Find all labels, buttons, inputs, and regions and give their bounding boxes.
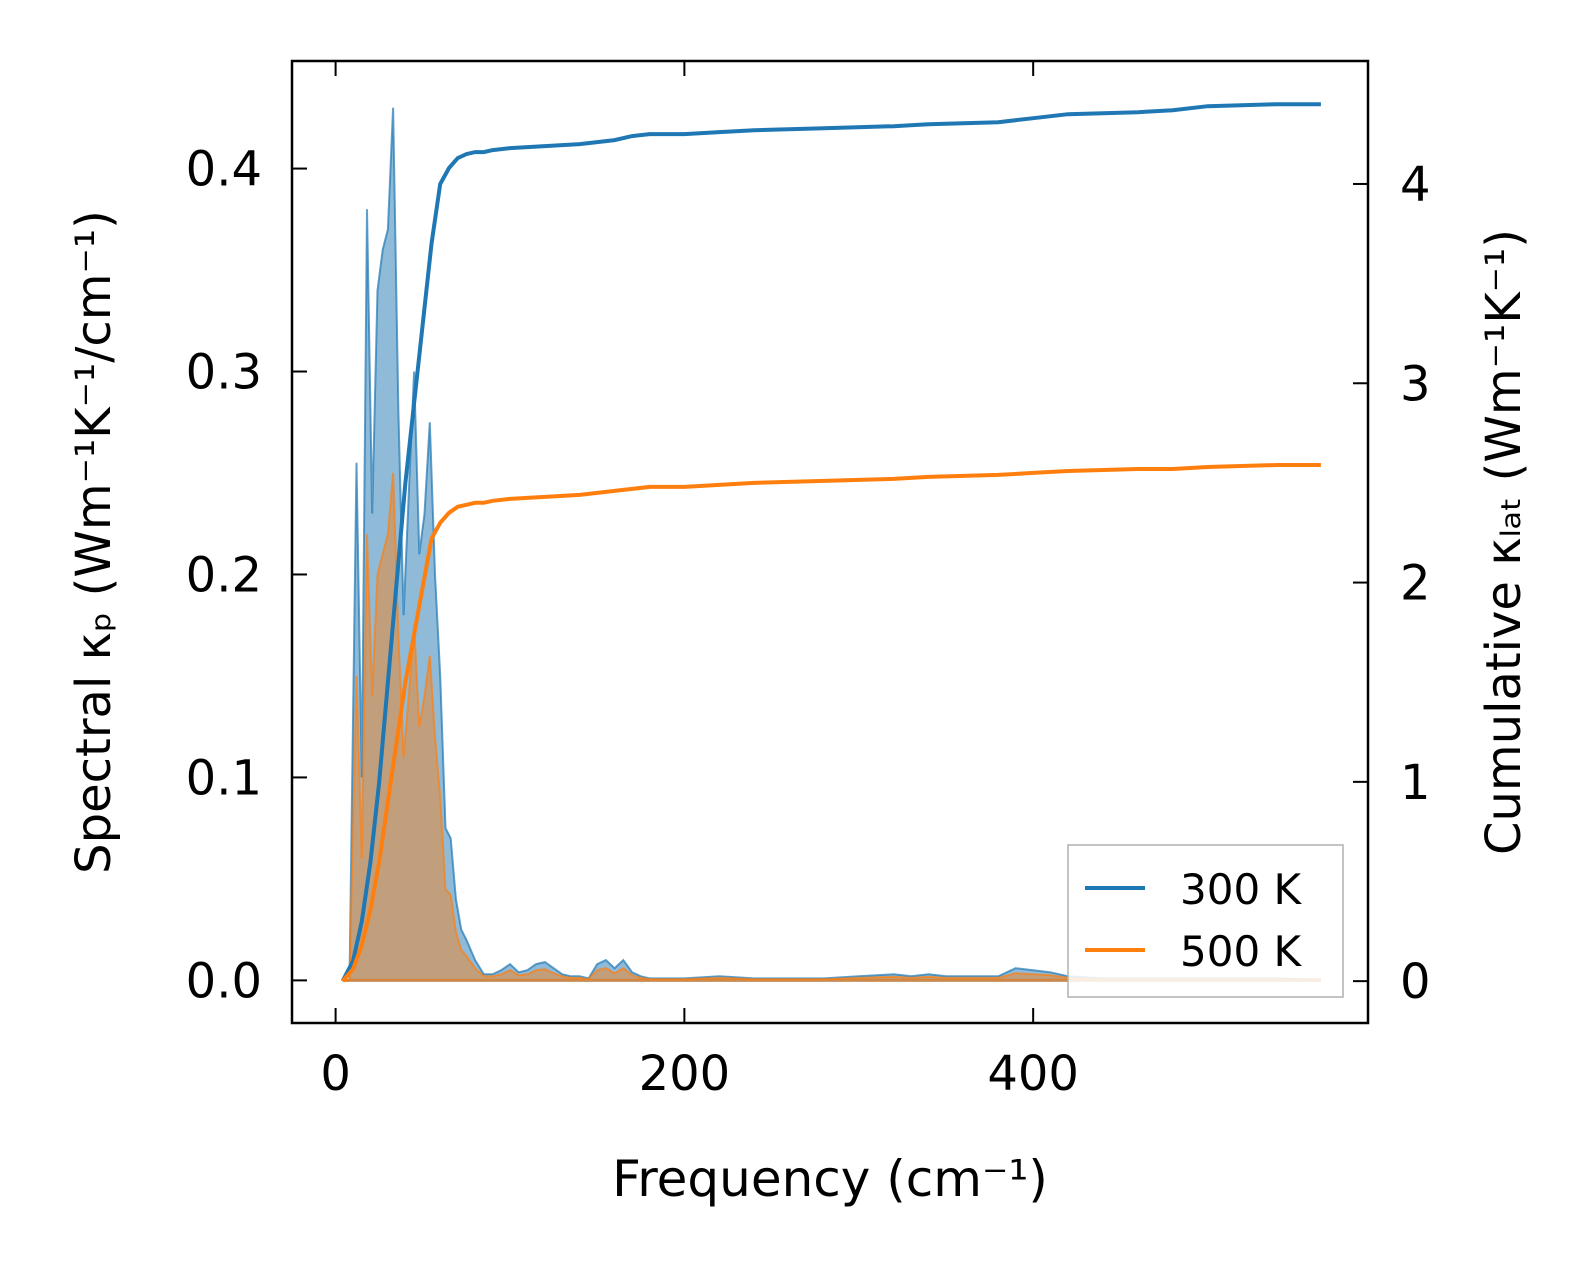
axis-ticks bbox=[292, 61, 1368, 1023]
legend-label-300k: 300 K bbox=[1180, 865, 1303, 914]
y-right-tick-label: 2 bbox=[1400, 556, 1431, 612]
y-right-tick-label: 0 bbox=[1400, 954, 1431, 1010]
y-right-tick-label: 3 bbox=[1400, 356, 1431, 412]
spectral-line-500k bbox=[342, 472, 1321, 982]
y-right-tick-label: 1 bbox=[1400, 755, 1431, 811]
spectral-area-300k bbox=[342, 107, 1321, 981]
x-axis-label: Frequency (cm⁻¹) bbox=[612, 1150, 1048, 1208]
y-axis-left-label: Spectral κₚ (Wm⁻¹K⁻¹/cm⁻¹) bbox=[66, 210, 122, 874]
x-tick-label: 0 bbox=[320, 1046, 351, 1102]
x-tick-label: 200 bbox=[639, 1046, 731, 1102]
cumulative-line-500k bbox=[341, 463, 1321, 983]
legend-box bbox=[1067, 844, 1344, 998]
y-right-tick-label: 4 bbox=[1400, 157, 1431, 213]
tick-labels: 0 200 400 0.0 0.1 0.2 0.3 0.4 0 1 2 3 4 bbox=[186, 142, 1431, 1102]
series-lines bbox=[340, 102, 1321, 983]
plot-frame bbox=[290, 59, 1370, 1025]
y-left-tick-label: 0.2 bbox=[186, 547, 262, 603]
y-axis-right-label: Cumulative κₗₐₜ (Wm⁻¹K⁻¹) bbox=[1476, 229, 1532, 855]
y-left-tick-label: 0.0 bbox=[186, 953, 262, 1009]
legend-label-500k: 500 K bbox=[1180, 927, 1303, 976]
y-left-tick-label: 0.4 bbox=[186, 142, 262, 198]
y-left-tick-label: 0.3 bbox=[186, 345, 262, 401]
y-left-tick-label: 0.1 bbox=[186, 750, 262, 806]
x-tick-label: 400 bbox=[987, 1046, 1079, 1102]
spectral-line-300k bbox=[342, 107, 1321, 982]
cumulative-line-300k bbox=[340, 102, 1321, 983]
legend: 300 K 500 K bbox=[1067, 844, 1344, 998]
spectral-area-500k bbox=[342, 473, 1321, 981]
